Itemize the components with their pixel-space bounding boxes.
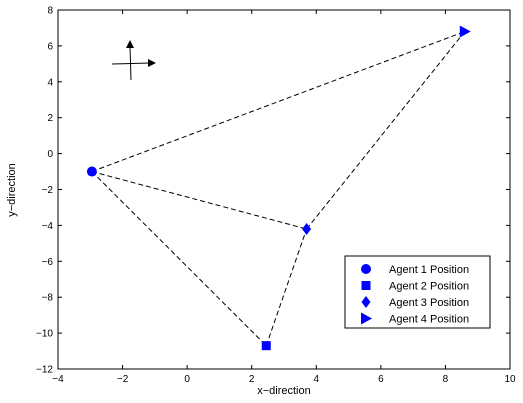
- y-tick-label: −12: [36, 365, 53, 376]
- legend-label-agent-2: Agent 2 Position: [389, 281, 469, 293]
- legend-marker-agent-1: [361, 264, 371, 274]
- x-tick-label: 2: [249, 374, 255, 385]
- legend-marker-agent-2: [361, 281, 371, 290]
- agent-markers: [86, 25, 471, 351]
- x-axis-ticks: −4 −2 0 2 4 6 8 10: [52, 10, 516, 385]
- agent-2-marker: [261, 341, 271, 351]
- agent-4-marker: [459, 25, 471, 38]
- y-tick-label: 6: [47, 41, 53, 52]
- legend: Agent 1 Position Agent 2 Position Agent 3 …: [344, 255, 491, 329]
- y-axis-ticks: −12 −10 −8 −6 −4 −2 0 2 4 6 8: [36, 6, 510, 376]
- y-tick-label: −8: [42, 293, 54, 304]
- connection-lines: [91, 31, 466, 347]
- y-tick-label: −2: [42, 185, 54, 196]
- y-tick-label: −4: [42, 221, 54, 232]
- x-tick-label: −2: [117, 374, 129, 385]
- y-tick-label: 0: [47, 149, 53, 160]
- legend-label-agent-3: Agent 3 Position: [389, 297, 469, 309]
- connection-line: [91, 171, 267, 347]
- y-tick-label: 8: [47, 6, 53, 17]
- legend-marker-agent-3: [361, 296, 371, 308]
- x-tick-label: 4: [314, 374, 320, 385]
- axes-arrows-icon: [111, 40, 156, 81]
- y-tick-label: 2: [47, 113, 53, 124]
- legend-label-agent-4: Agent 4 Position: [389, 314, 469, 326]
- x-tick-label: −4: [52, 374, 64, 385]
- connection-line: [91, 31, 465, 173]
- x-tick-label: 10: [504, 374, 516, 385]
- connection-line: [91, 171, 307, 230]
- x-axis-title: x−direction: [257, 385, 311, 397]
- y-tick-label: 4: [47, 77, 53, 88]
- legend-label-agent-1: Agent 1 Position: [389, 264, 469, 276]
- y-tick-label: −10: [36, 329, 53, 340]
- connection-line: [265, 228, 308, 346]
- x-tick-label: 8: [443, 374, 449, 385]
- connection-line: [306, 31, 466, 230]
- y-tick-label: −6: [42, 257, 54, 268]
- agent-1-marker: [86, 166, 97, 177]
- agent-3-marker: [302, 222, 312, 235]
- x-tick-label: 6: [378, 374, 384, 385]
- legend-marker-agent-4: [361, 312, 372, 325]
- x-tick-label: 0: [184, 374, 190, 385]
- y-axis-title: y−direction: [6, 163, 18, 217]
